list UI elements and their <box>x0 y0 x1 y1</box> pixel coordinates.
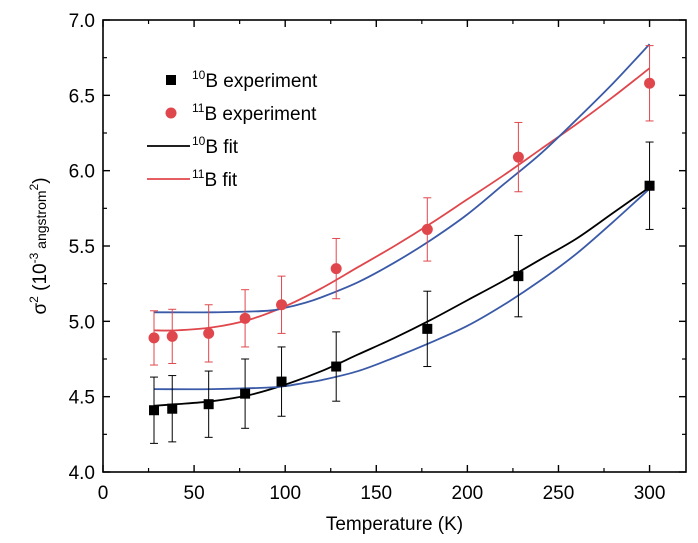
x-tick-label: 50 <box>184 483 205 504</box>
line-blue-fit <box>154 188 651 391</box>
point-11b-experiment <box>644 77 656 89</box>
point-11b-experiment <box>203 327 215 339</box>
legend-label-11b-fit: 11B fit <box>192 167 238 191</box>
legend: 10B experiment 11B experiment 10B fit 11B f… <box>147 68 318 191</box>
y-axis-title-base: σ <box>30 303 51 315</box>
x-tick-label: 300 <box>634 483 666 504</box>
y-axis-title-unit: angstrom <box>33 190 49 252</box>
x-tick-label: 200 <box>452 483 484 504</box>
tick-labels: 0 50 100 150 200 250 300 4.0 4.5 5.0 5.5 6.0 6.5 7.0 <box>69 11 666 504</box>
point-10b-experiment <box>331 361 342 372</box>
legend-marker-11b-experiment <box>165 107 177 119</box>
y-tick-label: 7.0 <box>69 11 95 32</box>
point-10b-experiment <box>167 403 178 414</box>
y-axis-title-open: (10 <box>30 263 51 296</box>
legend-marker-10b-experiment <box>166 75 176 85</box>
point-10b-experiment <box>240 388 251 399</box>
point-10b-experiment <box>513 271 524 282</box>
axis-ticks <box>102 19 686 473</box>
point-10b-experiment <box>276 376 287 387</box>
point-11b-experiment <box>421 223 433 235</box>
line-10b-fit <box>153 186 651 407</box>
y-axis-title-close: ) <box>30 177 51 183</box>
x-tick-label: 250 <box>543 483 575 504</box>
y-tick-label: 6.5 <box>69 86 95 107</box>
point-10b-experiment <box>203 399 214 410</box>
legend-label-10b-fit: 10B fit <box>192 134 239 158</box>
point-11b-experiment <box>166 330 178 342</box>
legend-label-11b-experiment: 11B experiment <box>192 101 317 125</box>
y-axis-title-exp2: -3 <box>27 252 41 263</box>
y-tick-label: 5.0 <box>69 312 95 333</box>
y-tick-label: 5.5 <box>69 237 95 258</box>
x-tick-label: 0 <box>98 483 109 504</box>
y-tick-label: 4.5 <box>69 388 95 409</box>
point-11b-experiment <box>239 312 251 324</box>
y-tick-label: 6.0 <box>69 162 95 183</box>
line-blue-fit <box>154 43 651 314</box>
legend-label-10b-experiment: 10B experiment <box>192 68 318 92</box>
x-tick-label: 100 <box>269 483 301 504</box>
x-tick-label: 150 <box>360 483 392 504</box>
line-11b-fit <box>154 67 651 332</box>
point-11b-experiment <box>512 151 524 163</box>
y-axis-title-exp: 2 <box>27 296 41 303</box>
x-axis-title: Temperature (K) <box>326 514 463 535</box>
fit-lines <box>153 43 651 407</box>
y-axis-title: σ2 (10-3 angstrom2) <box>27 177 51 314</box>
data-points <box>148 45 656 444</box>
point-10b-experiment <box>644 180 655 191</box>
point-11b-experiment <box>276 299 288 311</box>
point-11b-experiment <box>330 263 342 275</box>
point-11b-experiment <box>148 332 160 344</box>
point-10b-experiment <box>422 323 433 334</box>
y-tick-label: 4.0 <box>69 463 95 484</box>
point-10b-experiment <box>149 405 160 416</box>
y-axis-title-unit-exp: 2 <box>27 183 41 190</box>
